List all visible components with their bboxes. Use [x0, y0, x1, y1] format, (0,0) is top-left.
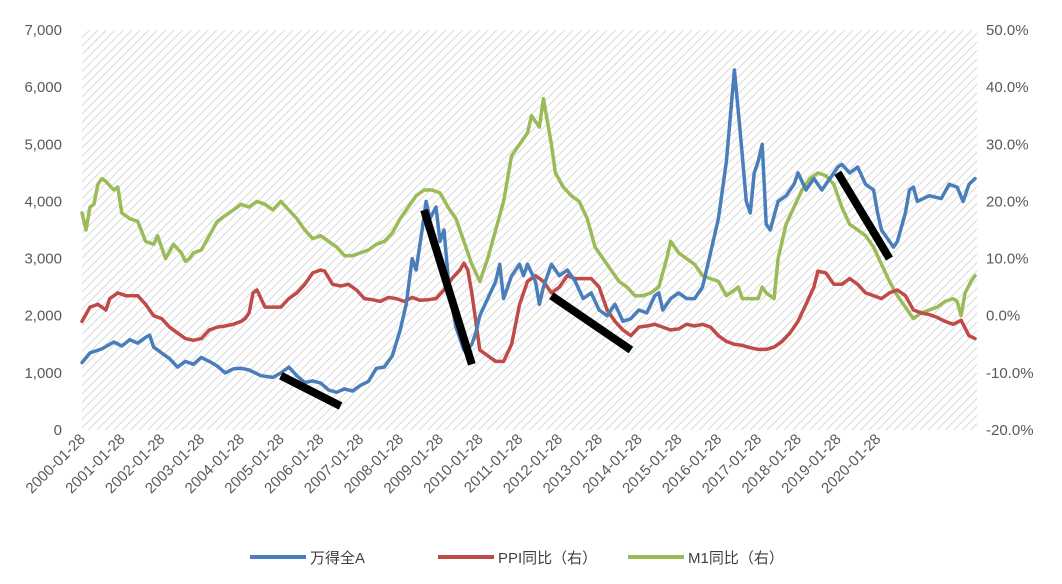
y-left-tick-label: 2,000	[24, 308, 62, 325]
y-left-tick-label: 1,000	[24, 365, 62, 382]
x-axis: 2000-01-282001-01-282002-01-282003-01-28…	[23, 431, 885, 497]
right-axis: -20.0% -10.0% 0.0% 10.0% 20.0% 30.0% 40.0% 50.0…	[986, 22, 1034, 439]
series-layer	[80, 68, 977, 395]
y-right-tick-label: 40.0%	[986, 79, 1029, 96]
legend-label-2: M1同比（右）	[688, 550, 784, 567]
series-line-0	[80, 68, 977, 395]
downtrend-marker-2	[549, 292, 634, 354]
annotation-layer	[279, 170, 893, 410]
series-line-2	[80, 96, 977, 321]
y-left-tick-label: 3,000	[24, 251, 62, 268]
downtrend-marker-0	[279, 372, 343, 410]
downtrend-marker-1	[420, 208, 476, 366]
y-right-tick-label: 0.0%	[986, 308, 1020, 325]
y-right-tick-label: -10.0%	[986, 365, 1034, 382]
series-line-1	[80, 261, 977, 364]
y-left-tick-label: 0	[54, 422, 62, 439]
y-right-tick-label: 10.0%	[986, 251, 1029, 268]
y-right-tick-label: -20.0%	[986, 422, 1034, 439]
y-right-tick-label: 30.0%	[986, 136, 1029, 153]
legend: 万得全A PPI同比（右） M1同比（右）	[250, 549, 784, 567]
y-left-tick-label: 5,000	[24, 136, 62, 153]
y-right-tick-label: 20.0%	[986, 193, 1029, 210]
downtrend-marker-3	[834, 170, 893, 261]
legend-label-0: 万得全A	[310, 549, 365, 567]
y-left-tick-label: 4,000	[24, 193, 62, 210]
legend-label-1: PPI同比（右）	[498, 550, 597, 567]
y-left-tick-label: 6,000	[24, 79, 62, 96]
y-right-tick-label: 50.0%	[986, 22, 1029, 39]
plot-area-background	[82, 30, 977, 430]
y-left-tick-label: 7,000	[24, 22, 62, 39]
left-axis: 0 1,000 2,000 3,000 4,000 5,000 6,000 7,000	[24, 22, 62, 439]
